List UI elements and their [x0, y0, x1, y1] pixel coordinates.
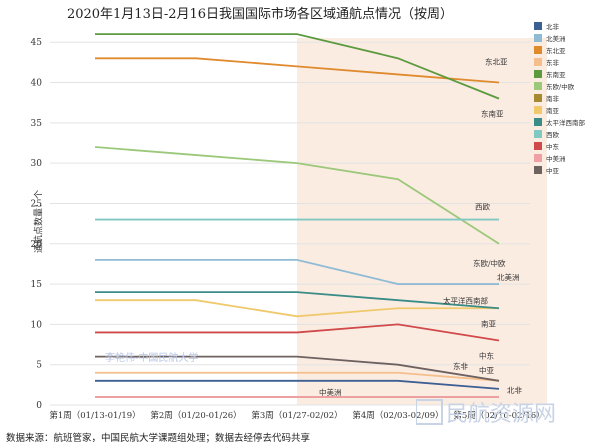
y-tick-label: 15 — [31, 280, 43, 290]
legend-item: 北非 — [534, 20, 598, 32]
series-end-label: 太平洋西南部 — [443, 295, 488, 305]
series-line — [95, 371, 500, 382]
site-logo: 民航资源网 — [416, 399, 556, 427]
y-tick-label: 10 — [31, 320, 43, 330]
legend-label: 南非 — [546, 95, 559, 103]
series-line — [95, 291, 500, 310]
legend-item: 东非 — [534, 56, 598, 68]
x-tick-label: 第5周（02/10-02/16） — [453, 410, 544, 421]
legend-label: 北非 — [546, 23, 559, 31]
legend-swatch — [534, 118, 542, 126]
series-line — [95, 379, 500, 390]
series-end-label: 中亚 — [479, 365, 494, 375]
x-tick-label: 第3周（01/27-02/02） — [251, 410, 342, 421]
y-tick-label: 25 — [31, 199, 43, 209]
x-tick-label: 第1周（01/13-01/19） — [49, 410, 140, 421]
legend-swatch — [534, 22, 542, 30]
y-tick-label: 5 — [36, 361, 42, 371]
legend-swatch — [534, 106, 542, 114]
series-end-label: 东非 — [453, 361, 468, 371]
legend-label: 东北亚 — [546, 47, 566, 55]
series-line — [94, 146, 500, 245]
chart-title: 2020年1月13日-2月16日我国国际市场各区域通航点情况（按周） — [66, 7, 454, 22]
legend-swatch — [534, 166, 542, 174]
series-line — [95, 323, 500, 342]
legend-label: 南亚 — [546, 107, 559, 115]
legend-swatch — [534, 46, 542, 54]
legend-item: 中美洲 — [534, 152, 598, 164]
legend-item: 中亚 — [534, 164, 598, 176]
series-end-label: 南亚 — [481, 318, 496, 328]
legend-item: 南亚 — [534, 104, 598, 116]
series-line — [95, 258, 499, 285]
legend-label: 中美洲 — [546, 155, 566, 163]
x-tick-label: 第4周（02/03-02/09） — [352, 410, 443, 421]
legend-item: 北美洲 — [534, 32, 598, 44]
y-tick-label: 45 — [31, 38, 43, 48]
y-tick-label: 35 — [31, 119, 43, 129]
y-tick-label: 40 — [31, 79, 43, 89]
legend-item: 东北亚 — [534, 44, 598, 56]
series-line — [95, 299, 499, 318]
series-end-label: 西欧 — [475, 202, 490, 212]
source-note: 数据来源：航班管家，中国民航大学课题组处理；数据去经停去代码共享 — [6, 433, 311, 444]
legend-item: 东欧/中欧 — [534, 80, 598, 92]
series-line — [95, 33, 500, 100]
legend-item: 太平洋西南部 — [534, 116, 598, 128]
legend-label: 北美洲 — [546, 35, 566, 43]
legend-swatch — [534, 70, 542, 78]
legend-label: 中东 — [546, 143, 559, 151]
legend-label: 中亚 — [546, 167, 559, 175]
series-end-label: 东南亚 — [481, 109, 504, 119]
series-end-label: 东北亚 — [485, 57, 508, 67]
legend-item: 南非 — [534, 92, 598, 104]
series-line — [95, 57, 500, 84]
y-tick-label: 30 — [31, 159, 43, 169]
legend-label: 西欧 — [546, 131, 559, 139]
series-line — [95, 355, 500, 382]
legend-swatch — [534, 94, 542, 102]
legend-item: 东南亚 — [534, 68, 598, 80]
legend-item: 西欧 — [534, 128, 598, 140]
legend-swatch — [534, 154, 542, 162]
series-end-label: 中美洲 — [319, 387, 342, 397]
y-tick-label: 0 — [36, 401, 42, 411]
legend-swatch — [534, 130, 542, 138]
x-tick-label: 第2周（01/20-01/26） — [150, 410, 241, 421]
legend-swatch — [534, 34, 542, 42]
series-end-label: 东欧/中欧 — [473, 258, 506, 268]
legend-label: 东非 — [546, 59, 559, 67]
highlight-band — [297, 38, 547, 405]
logo-text: 民航资源网 — [446, 402, 556, 427]
legend-item: 中东 — [534, 140, 598, 152]
legend-swatch — [534, 142, 542, 150]
legend-label: 东南亚 — [546, 71, 566, 79]
legend-swatch — [534, 58, 542, 66]
y-tick-label: 20 — [31, 240, 43, 250]
series-end-label: 中东 — [479, 351, 494, 361]
series-end-label: 北非 — [507, 385, 522, 395]
legend-swatch — [534, 82, 542, 90]
series-end-label: 北美洲 — [497, 272, 520, 282]
watermark: 李艳伟-中国民航大学 — [105, 353, 199, 364]
legend: 北非北美洲东北亚东非东南亚东欧/中欧南非南亚太平洋西南部 西欧中东中美洲中亚 — [534, 20, 598, 176]
legend-label: 太平洋西南部 — [546, 119, 585, 127]
legend-label: 东欧/中欧 — [546, 83, 575, 91]
